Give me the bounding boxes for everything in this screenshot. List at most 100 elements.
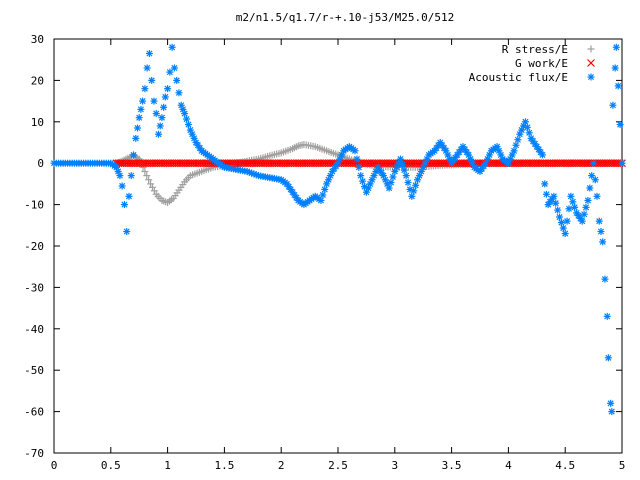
data-point [514, 136, 522, 144]
y-tick-label: 30 [31, 33, 44, 46]
data-point [611, 64, 619, 72]
y-tick-label: 10 [31, 116, 44, 129]
data-point [393, 163, 401, 171]
data-point [609, 101, 617, 109]
data-point [143, 172, 151, 180]
data-point [170, 64, 178, 72]
data-point [141, 167, 149, 175]
data-point [389, 173, 397, 181]
data-point [580, 210, 588, 218]
data-point [569, 198, 577, 206]
y-tick-label: -30 [24, 281, 44, 294]
data-point [541, 180, 549, 188]
x-tick-label: 4.5 [555, 459, 575, 472]
data-point [160, 103, 168, 111]
data-point [412, 181, 420, 189]
data-point [133, 124, 141, 132]
legend-label: R stress/E [502, 43, 568, 56]
data-point [595, 217, 603, 225]
data-point [410, 187, 418, 195]
x-tick-label: 0.5 [101, 459, 121, 472]
data-point [582, 203, 590, 211]
data-point [571, 203, 579, 211]
data-point [123, 228, 131, 236]
data-point [132, 134, 140, 142]
data-point [552, 199, 560, 207]
data-point [385, 184, 393, 192]
data-point [150, 97, 158, 105]
data-point [565, 205, 573, 213]
legend-marker [587, 59, 595, 67]
data-point [591, 176, 599, 184]
data-point [317, 196, 325, 204]
y-tick-label: -60 [24, 406, 44, 419]
data-point [148, 76, 156, 84]
data-point [597, 228, 605, 236]
data-point [400, 166, 408, 174]
data-point [398, 161, 406, 169]
series-layer [50, 43, 626, 416]
data-point [168, 43, 176, 51]
data-point [186, 126, 194, 134]
data-point [542, 190, 550, 198]
data-point [141, 85, 149, 93]
data-point [406, 185, 414, 193]
x-tick-label: 2.5 [328, 459, 348, 472]
data-point [616, 121, 624, 129]
data-point [567, 192, 575, 200]
data-point [161, 93, 169, 101]
data-point [510, 147, 518, 155]
data-point [175, 89, 183, 97]
series-1 [112, 159, 626, 168]
data-point [143, 64, 151, 72]
data-point [145, 49, 153, 57]
data-point [521, 118, 529, 126]
data-point [404, 179, 412, 187]
legend-marker [587, 73, 595, 81]
data-point [408, 192, 416, 200]
y-tick-label: -20 [24, 240, 44, 253]
x-tick-label: 1.5 [214, 459, 234, 472]
data-point [601, 275, 609, 283]
data-point [357, 172, 365, 180]
data-point [127, 172, 135, 180]
data-point [125, 192, 133, 200]
data-point [130, 151, 138, 159]
data-point [387, 179, 395, 187]
data-point [554, 206, 562, 214]
data-point [156, 122, 164, 130]
data-point [120, 201, 128, 209]
data-point [590, 159, 598, 167]
data-point [353, 155, 361, 163]
data-point [183, 115, 191, 123]
data-point [618, 159, 626, 167]
x-tick-label: 0 [51, 459, 58, 472]
x-tick-label: 1 [164, 459, 171, 472]
data-point [512, 141, 520, 149]
legend-label: G work/E [515, 57, 568, 70]
data-point [608, 408, 616, 416]
legend-marker [587, 45, 595, 53]
data-point [614, 82, 622, 90]
data-point [139, 97, 147, 105]
data-point [593, 192, 601, 200]
data-point [538, 151, 546, 159]
data-point [563, 217, 571, 225]
data-point [173, 76, 181, 84]
data-point [525, 129, 533, 137]
data-point [584, 196, 592, 204]
x-tick-label: 5 [619, 459, 626, 472]
data-point [359, 177, 367, 185]
y-tick-label: -50 [24, 364, 44, 377]
data-point [158, 114, 166, 122]
x-tick-label: 3.5 [442, 459, 462, 472]
data-point [586, 184, 594, 192]
legend-label: Acoustic flux/E [469, 71, 568, 84]
data-point [116, 172, 124, 180]
data-point [137, 105, 145, 113]
y-tick-label: -10 [24, 199, 44, 212]
y-tick-label: -70 [24, 447, 44, 460]
data-point [184, 121, 192, 129]
x-tick-label: 3 [391, 459, 398, 472]
